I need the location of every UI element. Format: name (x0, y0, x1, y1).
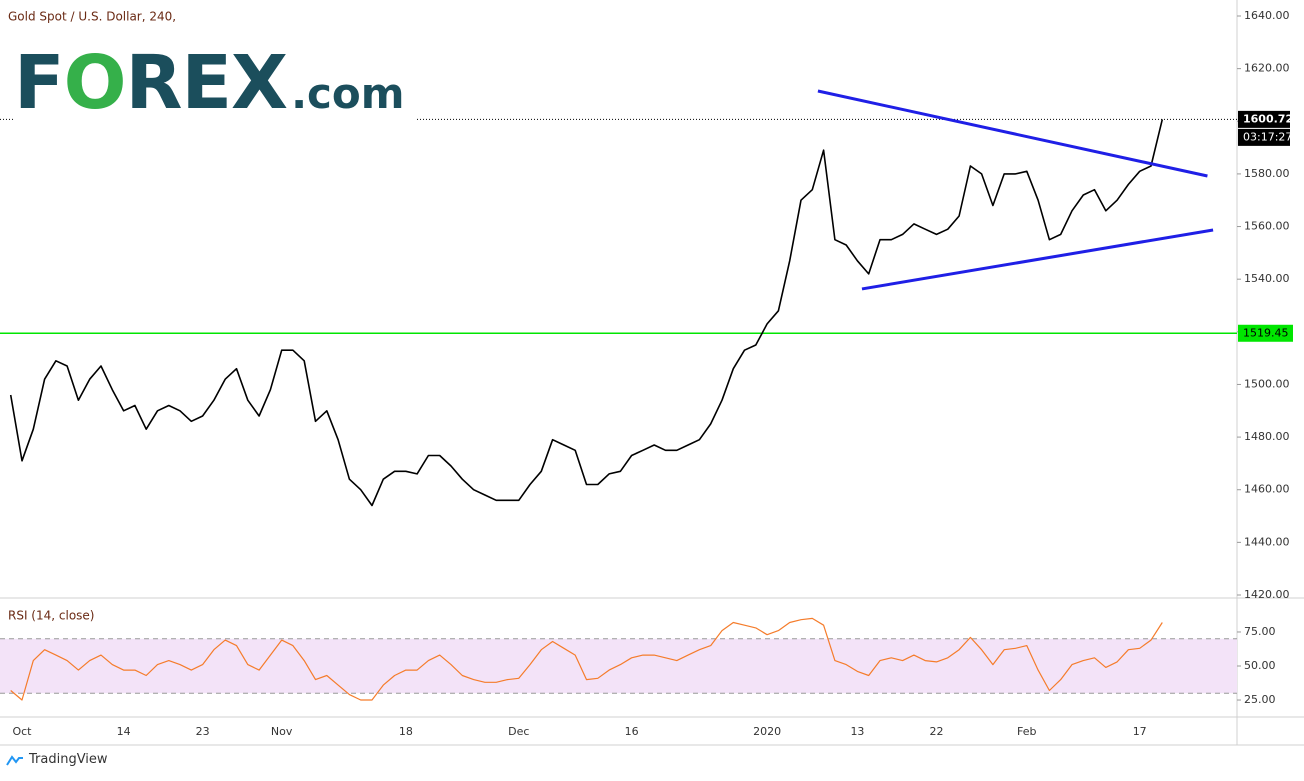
trendline (817, 89, 1208, 178)
x-tick-label: 13 (850, 725, 864, 738)
countdown-box (1238, 128, 1290, 146)
x-tick-label: 16 (625, 725, 639, 738)
chart-title: Gold Spot / U.S. Dollar, 240, (8, 10, 176, 24)
logo-suffix: .com (291, 69, 405, 118)
footer: TradingView (6, 752, 108, 767)
logo-part: F (14, 40, 65, 126)
y-tick-label: 1420.00 (1244, 588, 1290, 601)
y-tick-label: 1540.00 (1244, 272, 1290, 285)
y-tick-label: 1460.00 (1244, 483, 1290, 496)
logo-part: REX (125, 40, 288, 126)
y-tick-label: 1560.00 (1244, 220, 1290, 233)
x-tick-label: 18 (399, 725, 413, 738)
last-price-label: 1600.72 (1243, 112, 1293, 125)
y-tick-label: 1500.00 (1244, 377, 1290, 390)
x-tick-label: 23 (196, 725, 210, 738)
x-tick-label: Dec (508, 725, 529, 738)
footer-icon (6, 754, 23, 766)
x-tick-label: Feb (1017, 725, 1036, 738)
y-tick-label: 1580.00 (1244, 167, 1290, 180)
y-tick-label: 1640.00 (1244, 9, 1290, 22)
support-label: 1519.45 (1243, 326, 1289, 339)
x-tick-label: 2020 (753, 725, 781, 738)
logo: FOREX.com (14, 44, 416, 122)
x-tick-label: Oct (12, 725, 32, 738)
series-line (9, 119, 1164, 507)
x-tick-label: 22 (929, 725, 943, 738)
trendline (861, 228, 1214, 291)
last-price-box (1238, 110, 1290, 128)
y-tick-label: 25.00 (1244, 693, 1276, 706)
y-tick-label: 1440.00 (1244, 535, 1290, 548)
support-label-box (1238, 324, 1293, 342)
y-tick-label: 1620.00 (1244, 62, 1290, 75)
y-tick-label: 1480.00 (1244, 430, 1290, 443)
logo-part: O (63, 40, 127, 126)
x-tick-label: 14 (117, 725, 131, 738)
y-tick-label: 50.00 (1244, 659, 1276, 672)
y-tick-label: 75.00 (1244, 625, 1276, 638)
x-tick-label: Nov (271, 725, 293, 738)
rsi-title: RSI (14, close) (8, 609, 94, 623)
footer-text: TradingView (29, 752, 108, 767)
x-tick-label: 17 (1133, 725, 1147, 738)
countdown-label: 03:17:27 (1243, 130, 1292, 143)
series-line (10, 617, 1163, 701)
